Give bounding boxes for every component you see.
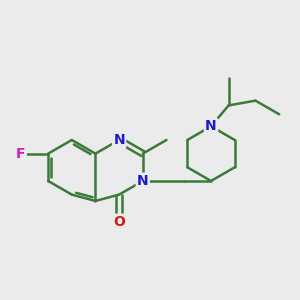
Text: N: N: [113, 133, 125, 147]
Text: O: O: [113, 215, 125, 229]
Text: N: N: [205, 119, 217, 133]
Text: N: N: [137, 174, 148, 188]
Text: F: F: [16, 147, 26, 160]
